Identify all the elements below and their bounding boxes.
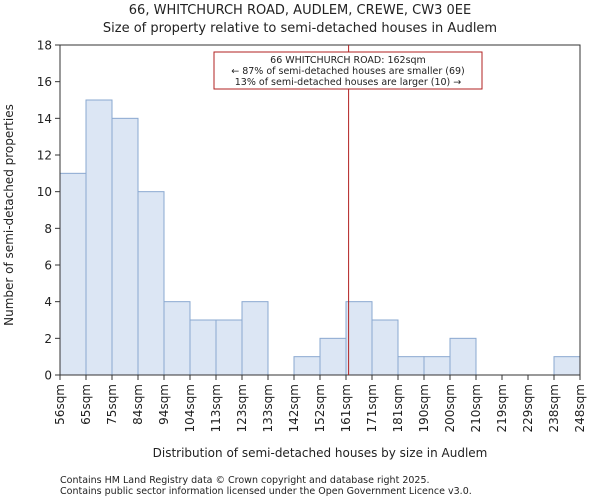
- chart-subtitle: Size of property relative to semi-detach…: [103, 21, 497, 36]
- footer-line-1: Contains HM Land Registry data © Crown c…: [60, 475, 430, 486]
- x-tick-label: 190sqm: [417, 384, 431, 432]
- annotation-line-3: 13% of semi-detached houses are larger (…: [235, 77, 462, 88]
- y-axis-ticks: 0 2 4 6 8 10 12 14 16 18: [37, 39, 60, 383]
- plot-frame: [59, 44, 581, 376]
- annotation-box: 66 WHITCHURCH ROAD: 162sqm ← 87% of semi…: [213, 51, 483, 90]
- x-tick-label: 171sqm: [365, 384, 379, 432]
- y-tick-label: 4: [44, 295, 52, 309]
- bar: [423, 356, 451, 376]
- bar: [371, 319, 399, 376]
- x-tick-label: 113sqm: [209, 384, 223, 432]
- bar: [553, 356, 581, 376]
- x-tick-label: 181sqm: [391, 384, 405, 432]
- x-axis-ticks: 56sqm 65sqm 75sqm 84sqm 94sqm 104sqm 113sqm 123…: [53, 375, 587, 432]
- x-tick-label: 219sqm: [495, 384, 509, 432]
- bar: [215, 319, 243, 376]
- y-tick-label: 12: [37, 149, 52, 163]
- x-axis-label: Distribution of semi-detached houses by …: [153, 446, 488, 460]
- x-tick-label: 94sqm: [157, 384, 171, 425]
- x-tick-label: 56sqm: [53, 384, 67, 425]
- bars: [59, 99, 581, 376]
- bar: [293, 356, 321, 376]
- bar: [163, 301, 191, 376]
- annotation-line-2: ← 87% of semi-detached houses are smalle…: [231, 66, 465, 77]
- bar: [319, 337, 347, 376]
- bar: [345, 301, 373, 376]
- y-tick-label: 14: [37, 112, 52, 126]
- bar: [241, 301, 269, 376]
- chart-title: 66, WHITCHURCH ROAD, AUDLEM, CREWE, CW3 …: [129, 3, 471, 18]
- x-tick-label: 104sqm: [183, 384, 197, 432]
- y-tick-label: 6: [44, 259, 52, 273]
- x-tick-label: 152sqm: [313, 384, 327, 432]
- bar: [397, 356, 425, 376]
- footer-line-2: Contains public sector information licen…: [60, 486, 472, 497]
- bar: [449, 337, 477, 376]
- bar: [59, 172, 87, 376]
- y-tick-label: 16: [37, 75, 52, 89]
- bar: [85, 99, 113, 376]
- x-tick-label: 65sqm: [79, 384, 93, 425]
- bar: [111, 117, 139, 376]
- annotation-line-1: 66 WHITCHURCH ROAD: 162sqm: [270, 55, 426, 66]
- x-tick-label: 229sqm: [521, 384, 535, 432]
- x-tick-label: 133sqm: [261, 384, 275, 432]
- x-tick-label: 161sqm: [339, 384, 353, 432]
- x-tick-label: 238sqm: [547, 384, 561, 432]
- x-tick-label: 200sqm: [443, 384, 457, 432]
- x-tick-label: 84sqm: [131, 384, 145, 425]
- x-tick-label: 142sqm: [287, 384, 301, 432]
- bar: [137, 191, 165, 376]
- y-tick-label: 8: [44, 222, 52, 236]
- x-tick-label: 123sqm: [235, 384, 249, 432]
- x-tick-label: 210sqm: [469, 384, 483, 432]
- y-axis-label: Number of semi-detached properties: [2, 104, 16, 326]
- y-tick-label: 2: [44, 332, 52, 346]
- bar: [189, 319, 217, 376]
- y-tick-label: 0: [44, 369, 52, 383]
- y-tick-label: 10: [37, 185, 52, 199]
- x-tick-label: 75sqm: [105, 384, 119, 425]
- y-tick-label: 18: [37, 39, 52, 53]
- x-tick-label: 248sqm: [573, 384, 587, 432]
